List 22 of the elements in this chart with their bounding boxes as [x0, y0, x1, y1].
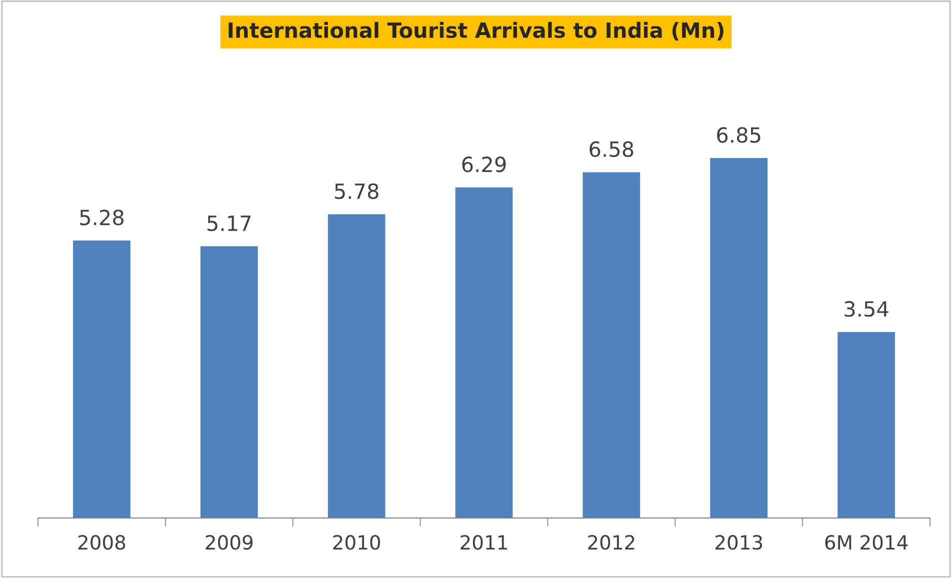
data-label: 6.29 — [462, 156, 506, 172]
bar — [838, 332, 895, 518]
x-tick-label: 2011 — [460, 535, 507, 550]
x-tick-label: 2009 — [206, 535, 253, 550]
data-label: 3.54 — [844, 301, 888, 317]
data-label: 6.85 — [717, 127, 760, 143]
chart-title: International Tourist Arrivals to India (Mn) — [228, 22, 724, 40]
x-tick-label: 2010 — [333, 535, 380, 550]
bar — [328, 214, 386, 518]
bar — [582, 172, 640, 518]
x-tick-label: 6M 2014 — [825, 535, 908, 550]
x-tick-label: 2008 — [78, 535, 126, 550]
data-label: 5.28 — [80, 210, 124, 226]
data-label: 5.17 — [208, 216, 251, 232]
x-tick-label: 2012 — [588, 535, 634, 550]
bar — [455, 187, 513, 518]
bar — [710, 158, 768, 518]
data-label: 6.58 — [590, 141, 634, 158]
bar — [73, 240, 130, 518]
x-tick-label: 2013 — [716, 535, 762, 550]
bar — [200, 246, 258, 518]
data-label: 5.78 — [334, 183, 378, 200]
